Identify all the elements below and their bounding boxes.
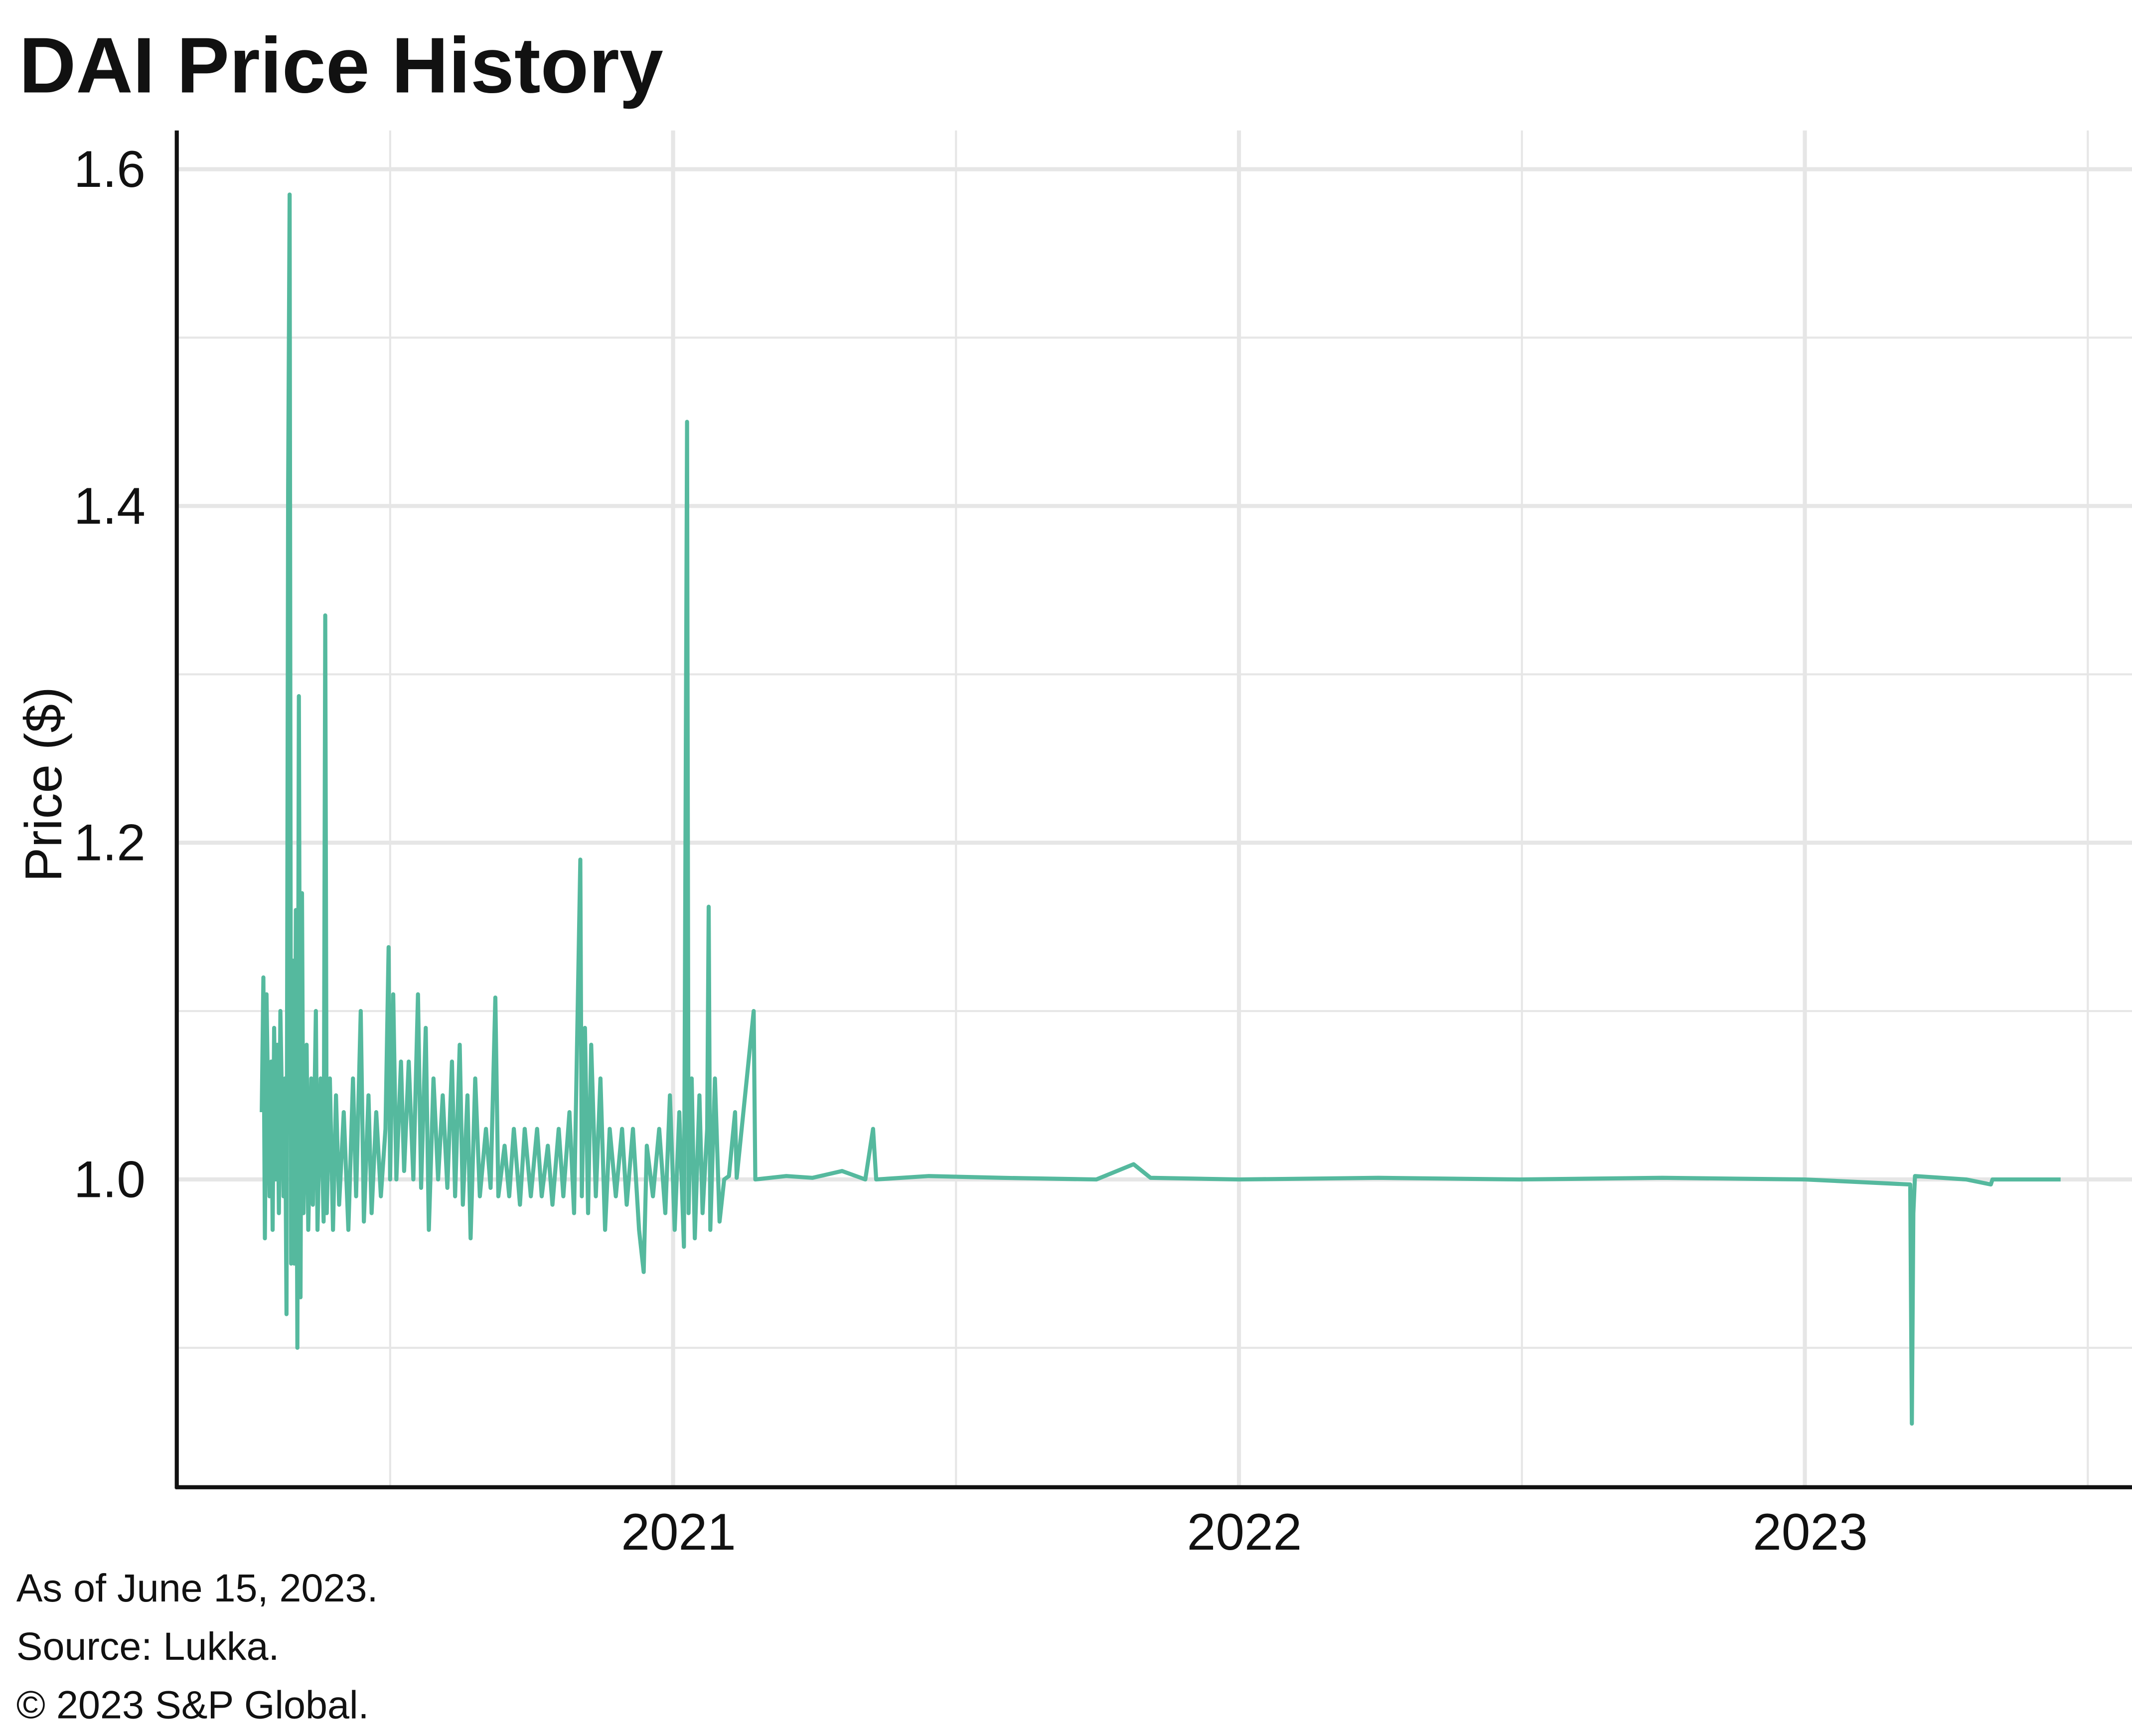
y-tick-label: 1.2: [74, 814, 146, 871]
x-tick-label: 2021: [621, 1503, 736, 1561]
footer-date: As of June 15, 2023.: [16, 1566, 378, 1610]
y-tick-label: 1.4: [74, 477, 146, 535]
x-tick-label: 2022: [1187, 1503, 1302, 1561]
y-axis-label: Price ($): [14, 687, 72, 882]
y-tick-labels: 1.0 1.2 1.4 1.6: [74, 140, 146, 1208]
chart-title: DAI Price History: [19, 21, 663, 110]
price-line: [260, 192, 2061, 1426]
y-tick-label: 1.6: [74, 140, 146, 198]
x-tick-label: 2023: [1753, 1503, 1868, 1561]
footer-source: Source: Lukka.: [16, 1624, 280, 1668]
footer-copyright: © 2023 S&P Global.: [16, 1683, 369, 1727]
gridlines: [176, 130, 2132, 1486]
y-tick-label: 1.0: [74, 1150, 146, 1208]
x-tick-labels: 2021 2022 2023: [621, 1503, 1868, 1561]
